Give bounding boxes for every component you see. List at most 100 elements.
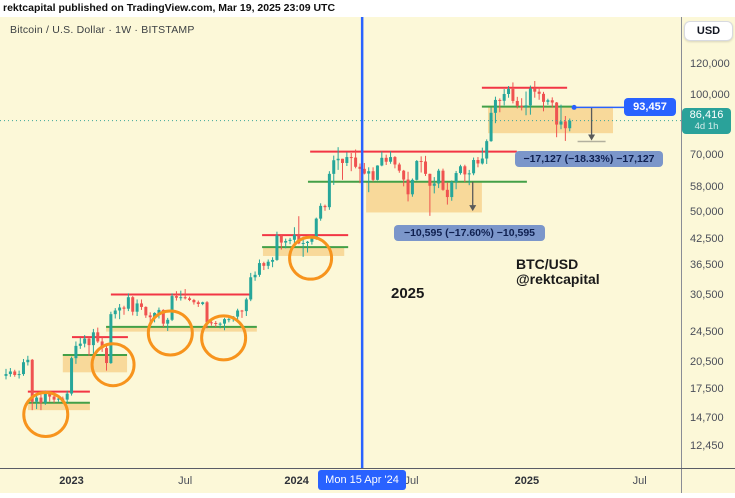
candle-down	[441, 170, 445, 190]
candle-down	[205, 302, 209, 323]
publish-text: rektcapital published on TradingView.com…	[3, 2, 336, 14]
candle-down	[174, 296, 178, 298]
candle-up	[83, 338, 87, 344]
candle-up	[78, 343, 82, 346]
candle-down	[428, 173, 432, 186]
annotation-handle: @rektcapital	[516, 271, 600, 287]
y-axis-label: 17,500	[690, 382, 724, 395]
candle-up	[336, 158, 340, 161]
candle-up	[432, 183, 436, 186]
candle-up	[568, 120, 572, 129]
price-plot[interactable]	[0, 17, 681, 468]
candle-up	[288, 239, 292, 241]
candle-up	[284, 240, 288, 243]
y-axis-label: 120,000	[690, 58, 730, 71]
publish-bar: rektcapital published on TradingView.com…	[0, 0, 735, 17]
candle-up	[493, 99, 497, 113]
candle-down	[349, 157, 353, 159]
candle-up	[249, 277, 253, 300]
candle-up	[65, 393, 69, 400]
breakdown-zone-box	[366, 181, 482, 213]
candle-up	[472, 159, 476, 174]
candle-up	[327, 173, 331, 208]
candle-down	[498, 99, 502, 101]
candle-up	[559, 121, 563, 125]
candle-down	[100, 341, 104, 349]
candle-up	[91, 332, 95, 346]
x-axis-label: 2024	[284, 475, 309, 487]
measure-label-mid: −10,595 (−17.60%) −10,595	[394, 225, 545, 241]
candle-down	[358, 166, 362, 169]
x-axis-label: Jul	[178, 475, 193, 487]
y-axis-label: 50,000	[690, 205, 724, 218]
candle-up	[218, 323, 222, 325]
currency-toggle-button[interactable]: USD	[684, 21, 733, 41]
candle-down	[13, 371, 17, 375]
candle-down	[537, 91, 541, 94]
candle-down	[520, 105, 524, 108]
candle-countdown: 4d 1h	[694, 120, 719, 132]
candle-down	[406, 179, 410, 195]
candle-down	[148, 315, 152, 318]
candle-up	[26, 359, 30, 363]
candle-down	[419, 160, 423, 162]
breakdown-zone-box	[27, 402, 90, 411]
candle-down	[445, 189, 449, 198]
candle-up	[166, 319, 170, 324]
y-axis-label: 36,500	[690, 258, 724, 271]
y-axis-label: 30,500	[690, 289, 724, 302]
y-axis-label: 70,000	[690, 149, 724, 162]
candle-down	[550, 100, 554, 103]
retest-circle	[90, 342, 136, 388]
candle-down	[279, 235, 283, 243]
candle-up	[367, 171, 371, 174]
candle-up	[109, 314, 113, 364]
candle-up	[113, 310, 117, 315]
y-axis-label: 14,700	[690, 412, 724, 425]
candle-down	[214, 322, 218, 324]
candle-down	[122, 307, 126, 309]
candle-up	[507, 88, 511, 94]
candle-up	[480, 158, 484, 164]
candle-down	[424, 161, 428, 174]
candle-up	[17, 374, 21, 376]
candle-up	[74, 345, 78, 359]
candle-down	[371, 171, 375, 180]
price-axis[interactable]: 120,000 100,000 70,000 58,000 50,000 42,500 36…	[681, 17, 735, 493]
candle-down	[30, 359, 34, 402]
candle-down	[563, 121, 567, 129]
candle-down	[183, 297, 187, 299]
candle-down	[384, 157, 388, 162]
candle-up	[157, 309, 161, 313]
candle-down	[533, 88, 537, 92]
current-price: 86,416	[689, 108, 724, 121]
x-axis-label: 2025	[514, 475, 540, 487]
candle-up	[236, 310, 240, 317]
candle-up	[489, 112, 493, 142]
breakdown-arrowhead	[588, 134, 596, 141]
y-axis-label: 100,000	[690, 89, 730, 101]
candle-up	[118, 307, 122, 311]
y-axis-label: 24,500	[690, 326, 724, 338]
candle-down	[262, 263, 266, 266]
x-axis-label: Jul	[632, 475, 647, 487]
retest-circle	[146, 309, 194, 357]
candle-up	[21, 362, 25, 375]
candle-up	[201, 302, 205, 305]
candle-up	[4, 374, 8, 376]
candle-down	[240, 310, 244, 312]
retest-circle	[200, 314, 248, 362]
candle-up	[135, 303, 139, 312]
y-axis-label: 42,500	[690, 233, 724, 246]
breakdown-arrowhead	[469, 205, 477, 212]
candle-up	[244, 299, 248, 312]
candle-up	[271, 259, 275, 262]
candle-up	[179, 297, 183, 299]
time-axis[interactable]: 2023 Jul 2024 Jul 2025 Jul	[0, 468, 735, 493]
ray-anchor-dot	[571, 104, 577, 110]
candle-up	[319, 205, 323, 219]
candle-up	[223, 319, 226, 324]
candle-up	[389, 157, 393, 162]
candle-down	[354, 157, 358, 167]
